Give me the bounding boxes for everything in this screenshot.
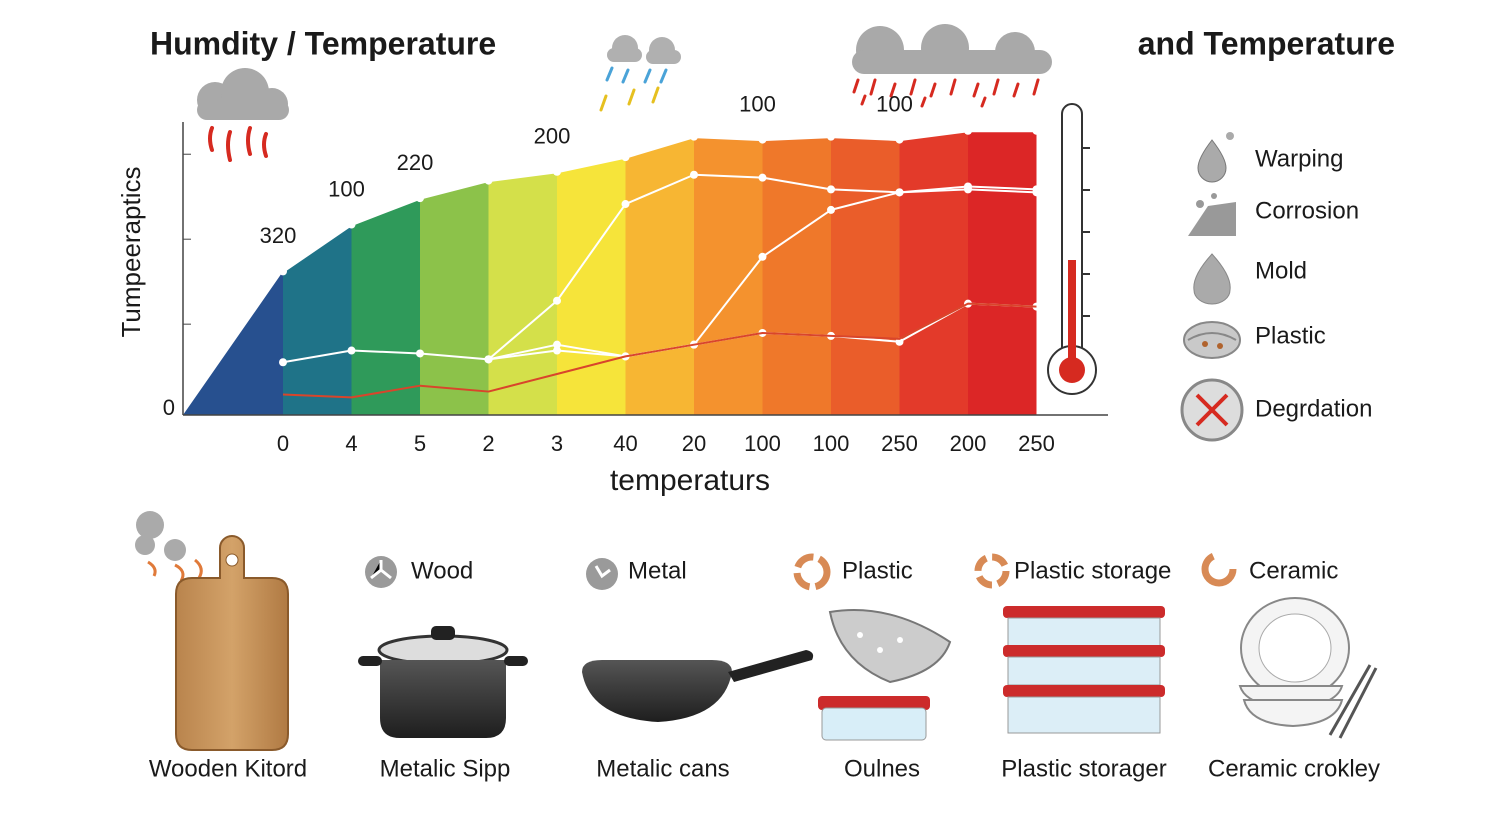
area-band — [488, 130, 558, 415]
series-point — [827, 132, 835, 141]
material-label: Metal — [628, 557, 687, 584]
title-right: and Temperature — [1138, 25, 1395, 61]
material-illustrations — [135, 511, 1378, 751]
material-label: Wood — [411, 557, 473, 584]
x-axis-label: temperaturs — [610, 464, 770, 497]
material-caption: Metalic Sipp — [380, 755, 511, 782]
x-tick-label: 3 — [551, 431, 563, 456]
series-point — [553, 340, 561, 349]
x-tick-label: 5 — [414, 431, 426, 456]
material-caption: Ceramic crokley — [1208, 755, 1380, 782]
series-point — [553, 167, 561, 176]
material-label: Plastic — [842, 557, 913, 584]
series-point — [758, 173, 767, 182]
area-band — [831, 130, 900, 415]
series-point — [1032, 185, 1041, 194]
legend-label: Corrosion — [1255, 197, 1359, 224]
legend-icons — [1180, 132, 1244, 442]
x-tick-label: 250 — [1018, 431, 1055, 456]
series-point — [279, 358, 287, 367]
material-caption: Wooden Kitord — [149, 755, 307, 782]
series-point — [690, 132, 698, 141]
material-caption: Metalic cans — [596, 755, 729, 782]
legend-label: Warping — [1255, 145, 1343, 172]
thermometer — [1047, 103, 1097, 395]
area-band — [183, 130, 284, 415]
series-point — [416, 194, 424, 203]
series-point — [484, 176, 493, 185]
area-band — [283, 130, 352, 415]
material-label: Plastic storage — [1014, 557, 1171, 584]
annotation: 100 — [876, 91, 913, 116]
series-point — [484, 355, 493, 364]
x-tick-label: 100 — [744, 431, 781, 456]
x-tick-label: 0 — [277, 431, 289, 456]
area-band — [762, 130, 832, 415]
x-tick-label: 40 — [613, 431, 637, 456]
series-line — [282, 129, 1037, 273]
weather-icons — [197, 24, 1052, 162]
x-tick-label: 2 — [482, 431, 494, 456]
x-tick-label: 20 — [682, 431, 706, 456]
series-point — [895, 188, 904, 197]
chart-title: Humdity / Temperature — [150, 25, 496, 61]
x-tick-label: 200 — [950, 431, 987, 456]
material-caption: Oulnes — [844, 755, 920, 782]
series-point — [690, 170, 698, 179]
y-axis-label: Tumpeeraptics — [116, 167, 146, 338]
area-band — [899, 130, 969, 415]
series-point — [553, 346, 561, 355]
series-point — [347, 220, 356, 229]
series-point — [827, 185, 835, 194]
annotation: 220 — [397, 150, 434, 175]
series-point — [827, 205, 835, 214]
material-label: Ceramic — [1249, 557, 1338, 584]
annotation: 320 — [260, 223, 297, 248]
x-tick-label: 100 — [813, 431, 850, 456]
series-point — [621, 200, 630, 209]
series-point — [758, 135, 767, 144]
area-bands — [183, 130, 1037, 415]
series-point — [416, 349, 424, 358]
x-tick-label: 4 — [345, 431, 357, 456]
annotation: 100 — [328, 176, 365, 201]
legend-label: Mold — [1255, 257, 1307, 284]
annotation: 100 — [739, 91, 776, 116]
series-point — [964, 126, 972, 135]
series-point — [553, 296, 561, 305]
y-tick-label: 0 — [163, 395, 175, 420]
area-band — [557, 130, 626, 415]
series-point — [279, 267, 287, 276]
series-point — [964, 182, 972, 191]
series-point — [347, 346, 356, 355]
area-band — [968, 130, 1037, 415]
series-point — [758, 252, 767, 261]
series-point — [1032, 126, 1041, 135]
material-caption: Plastic storager — [1001, 755, 1166, 782]
annotation: 200 — [534, 124, 571, 149]
series-point — [895, 337, 904, 346]
x-tick-label: 250 — [881, 431, 918, 456]
series-point — [621, 153, 630, 162]
legend-label: Plastic — [1255, 322, 1326, 349]
area-band — [625, 130, 695, 415]
legend-label: Degrdation — [1255, 395, 1372, 422]
series-line — [282, 302, 1037, 399]
series-point — [895, 135, 904, 144]
